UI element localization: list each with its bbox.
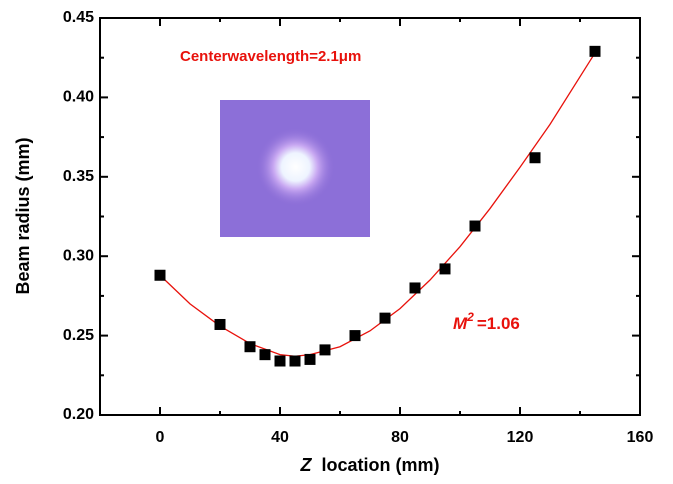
x-tick-label: 40: [271, 429, 289, 446]
y-tick-label: 0.35: [63, 168, 94, 185]
data-point: [529, 152, 541, 164]
data-point: [379, 312, 391, 324]
data-point: [259, 349, 271, 361]
x-tick-label: 80: [391, 429, 409, 446]
data-point: [304, 353, 316, 365]
data-point: [409, 282, 421, 294]
m2-superscript: 2: [466, 310, 474, 324]
y-tick-label: 0.45: [63, 9, 94, 26]
data-point: [214, 318, 226, 330]
data-point: [469, 220, 481, 232]
x-tick-label: 0: [156, 429, 165, 446]
data-point: [154, 269, 166, 281]
data-point: [319, 344, 331, 356]
m2-symbol: M: [453, 314, 468, 333]
data-point: [439, 263, 451, 275]
y-tick-label: 0.25: [63, 327, 94, 344]
y-tick-label: 0.20: [63, 406, 94, 423]
annotation: Centerwavelength=2.1μm: [180, 48, 361, 65]
data-point: [289, 355, 301, 367]
data-point: [274, 355, 286, 367]
beam-spot: [254, 127, 334, 207]
x-tick-label: 120: [507, 429, 534, 446]
y-axis-label: Beam radius (mm): [13, 137, 33, 294]
y-tick-label: 0.40: [63, 89, 94, 106]
x-label-text: location (mm): [321, 455, 439, 475]
m2-text: =1.06: [477, 314, 520, 333]
data-point: [589, 45, 601, 57]
data-point: [349, 330, 361, 342]
x-label-symbol: Z: [299, 455, 312, 475]
x-tick-label: 160: [627, 429, 654, 446]
y-tick-label: 0.30: [63, 247, 94, 264]
m2-label: M2 =1.06: [453, 310, 520, 333]
data-point: [244, 341, 256, 353]
